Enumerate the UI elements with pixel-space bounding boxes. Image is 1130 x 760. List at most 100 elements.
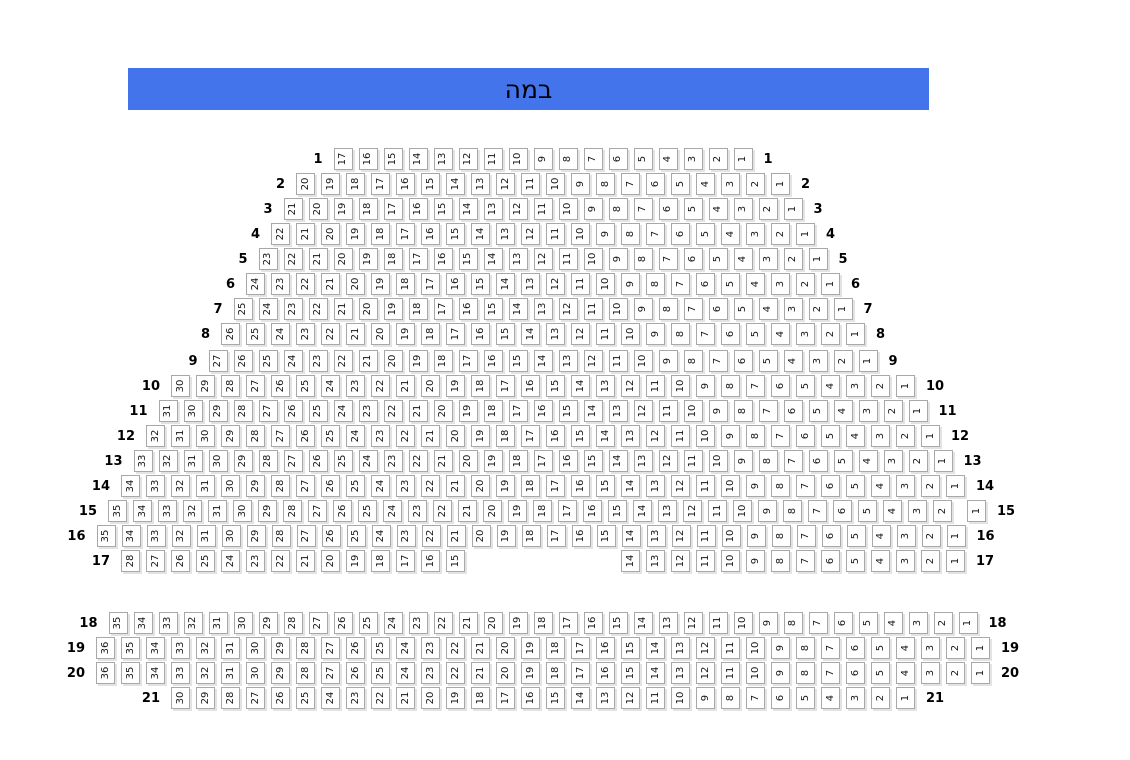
seat[interactable]: 35 [121, 662, 140, 684]
seat[interactable]: 22 [421, 525, 441, 547]
seat[interactable]: 2 [871, 375, 890, 397]
seat[interactable]: 16 [596, 662, 615, 684]
seat[interactable]: 15 [546, 375, 565, 397]
seat[interactable]: 20 [483, 612, 503, 634]
seat[interactable]: 4 [821, 375, 840, 397]
seat[interactable]: 8 [608, 198, 628, 220]
seat[interactable]: 27 [308, 612, 328, 634]
seat[interactable]: 2 [933, 612, 953, 634]
seat[interactable]: 7 [771, 425, 790, 447]
seat[interactable]: 14 [458, 198, 478, 220]
seat[interactable]: 22 [421, 475, 440, 497]
seat[interactable]: 18 [533, 612, 553, 634]
seat[interactable]: 6 [833, 500, 852, 522]
seat[interactable]: 25 [258, 350, 278, 372]
seat[interactable]: 20 [346, 273, 365, 295]
seat[interactable]: 5 [683, 198, 703, 220]
seat[interactable]: 1 [846, 323, 865, 345]
seat[interactable]: 11 [521, 173, 540, 195]
seat[interactable]: 9 [658, 350, 678, 372]
seat[interactable]: 19 [333, 198, 353, 220]
seat[interactable]: 2 [746, 173, 765, 195]
seat[interactable]: 23 [346, 375, 365, 397]
seat[interactable]: 14 [621, 550, 640, 572]
seat[interactable]: 12 [496, 173, 515, 195]
seat[interactable]: 5 [746, 323, 765, 345]
seat[interactable]: 2 [883, 400, 903, 422]
seat[interactable]: 15 [446, 550, 465, 572]
seat[interactable]: 15 [383, 148, 403, 170]
seat[interactable]: 7 [746, 687, 765, 709]
seat[interactable]: 19 [496, 525, 516, 547]
seat[interactable]: 8 [671, 323, 690, 345]
seat[interactable]: 14 [508, 298, 528, 320]
seat[interactable]: 10 [621, 323, 640, 345]
seat[interactable]: 12 [533, 248, 553, 270]
seat[interactable]: 10 [671, 375, 690, 397]
seat[interactable]: 22 [371, 375, 390, 397]
seat[interactable]: 16 [408, 198, 428, 220]
seat[interactable]: 26 [271, 375, 290, 397]
seat[interactable]: 23 [346, 687, 365, 709]
seat[interactable]: 1 [796, 223, 815, 245]
seat[interactable]: 28 [271, 475, 290, 497]
seat[interactable]: 11 [708, 500, 727, 522]
seat[interactable]: 5 [733, 298, 753, 320]
seat[interactable]: 9 [771, 637, 790, 659]
seat[interactable]: 15 [508, 350, 528, 372]
seat[interactable]: 3 [808, 350, 828, 372]
seat[interactable]: 23 [258, 248, 278, 270]
seat[interactable]: 2 [783, 248, 803, 270]
seat[interactable]: 1 [946, 525, 966, 547]
seat[interactable]: 19 [521, 637, 540, 659]
seat[interactable]: 4 [896, 637, 915, 659]
seat[interactable]: 16 [471, 323, 490, 345]
seat[interactable]: 17 [546, 475, 565, 497]
seat[interactable]: 21 [296, 550, 315, 572]
seat[interactable]: 7 [821, 662, 840, 684]
seat[interactable]: 20 [358, 298, 378, 320]
seat[interactable]: 17 [433, 298, 453, 320]
seat[interactable]: 5 [796, 687, 815, 709]
seat[interactable]: 19 [458, 400, 478, 422]
seat[interactable]: 19 [446, 687, 465, 709]
seat[interactable]: 29 [271, 662, 290, 684]
seat[interactable]: 23 [283, 298, 303, 320]
seat[interactable]: 25 [233, 298, 253, 320]
seat[interactable]: 4 [871, 475, 890, 497]
seat[interactable]: 22 [308, 298, 328, 320]
seat[interactable]: 22 [396, 425, 415, 447]
seat[interactable]: 8 [783, 500, 802, 522]
seat[interactable]: 20 [433, 400, 453, 422]
seat[interactable]: 12 [571, 323, 590, 345]
seat[interactable]: 16 [358, 148, 378, 170]
seat[interactable]: 10 [558, 198, 578, 220]
seat[interactable]: 13 [658, 500, 677, 522]
seat[interactable]: 14 [621, 475, 640, 497]
seat[interactable]: 13 [508, 248, 528, 270]
seat[interactable]: 26 [221, 323, 240, 345]
seat[interactable]: 15 [433, 198, 453, 220]
seat[interactable]: 27 [321, 637, 340, 659]
seat[interactable]: 32 [146, 425, 165, 447]
seat[interactable]: 6 [821, 550, 840, 572]
seat[interactable]: 5 [671, 173, 690, 195]
seat[interactable]: 8 [771, 525, 791, 547]
seat[interactable]: 4 [746, 273, 765, 295]
seat[interactable]: 8 [771, 550, 790, 572]
seat[interactable]: 11 [683, 450, 703, 472]
seat[interactable]: 16 [421, 550, 440, 572]
seat[interactable]: 8 [621, 223, 640, 245]
seat[interactable]: 16 [421, 223, 440, 245]
seat[interactable]: 20 [421, 687, 440, 709]
seat[interactable]: 28 [296, 637, 315, 659]
seat[interactable]: 6 [646, 173, 665, 195]
seat[interactable]: 17 [558, 500, 577, 522]
seat[interactable]: 8 [646, 273, 665, 295]
seat[interactable]: 24 [246, 273, 265, 295]
seat[interactable]: 18 [471, 687, 490, 709]
seat[interactable]: 14 [483, 248, 503, 270]
seat[interactable]: 10 [571, 223, 590, 245]
seat[interactable]: 13 [471, 173, 490, 195]
seat[interactable]: 7 [821, 637, 840, 659]
